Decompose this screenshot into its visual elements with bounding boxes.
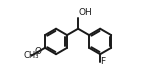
Text: CH₃: CH₃ (24, 51, 39, 60)
Text: O: O (34, 47, 41, 56)
Text: OH: OH (79, 8, 92, 17)
Text: F: F (100, 57, 105, 66)
